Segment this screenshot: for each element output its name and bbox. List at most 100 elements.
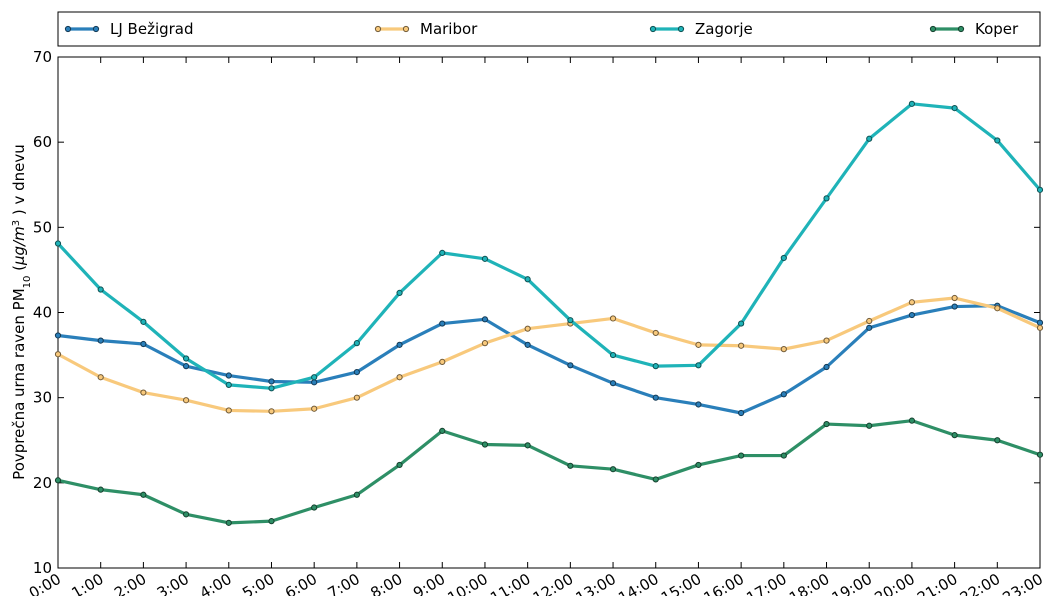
x-tick-label: 2:00 — [111, 570, 149, 596]
data-point — [951, 294, 958, 302]
x-tick-label: 18:00 — [786, 570, 832, 596]
data-point — [225, 381, 232, 388]
data-point — [695, 341, 702, 348]
data-point — [780, 391, 787, 398]
y-tick-label: 40 — [33, 304, 52, 322]
data-point — [54, 240, 62, 247]
data-point — [97, 486, 104, 493]
y-tick-label: 30 — [33, 389, 52, 407]
data-point — [311, 379, 318, 386]
data-point — [994, 137, 1001, 144]
data-point — [609, 466, 617, 473]
data-point — [439, 427, 446, 434]
data-point — [695, 461, 702, 469]
series-line — [57, 304, 1041, 415]
x-tick-label: 17:00 — [743, 570, 789, 596]
data-point — [353, 340, 360, 347]
data-point — [182, 355, 190, 362]
x-tick-label: 21:00 — [914, 570, 960, 596]
legend-marker — [649, 25, 657, 33]
data-point — [908, 100, 916, 107]
legend-marker — [677, 25, 685, 33]
data-point — [609, 351, 617, 359]
data-point — [1036, 451, 1044, 458]
series-line — [56, 102, 1042, 390]
x-tick-label: 19:00 — [829, 570, 875, 596]
data-point — [951, 303, 958, 310]
x-tick-label: 13:00 — [573, 570, 619, 596]
data-point — [524, 325, 531, 332]
data-point — [866, 324, 873, 331]
x-tick-label: 4:00 — [197, 570, 235, 596]
data-point — [140, 318, 147, 325]
x-tick-label: 22:00 — [957, 570, 1003, 596]
x-tick-label: 8:00 — [367, 570, 405, 596]
data-point — [396, 374, 403, 381]
data-point — [268, 378, 275, 385]
data-point — [524, 276, 531, 283]
data-point — [481, 255, 489, 262]
data-point — [908, 417, 916, 424]
data-point — [994, 437, 1001, 444]
data-point — [738, 409, 745, 417]
data-point — [439, 249, 446, 256]
series-line — [57, 419, 1041, 525]
data-point — [994, 305, 1001, 312]
data-point — [823, 363, 830, 371]
data-point — [311, 504, 318, 511]
x-tick-label: 16:00 — [701, 570, 747, 596]
x-tick-label: 14:00 — [615, 570, 661, 596]
y-tick-label: 20 — [33, 474, 52, 492]
data-point — [481, 340, 489, 347]
data-point — [481, 441, 489, 448]
legend-label: Koper — [975, 20, 1019, 38]
data-point — [1036, 324, 1044, 331]
data-point — [780, 346, 787, 353]
legend-marker — [957, 25, 965, 33]
data-point — [268, 518, 275, 525]
y-tick-label: 60 — [33, 133, 52, 151]
y-label-part: Povprečna urna raven PM — [10, 288, 28, 479]
data-point — [182, 363, 190, 370]
y-tick-label: 50 — [33, 218, 52, 236]
data-point — [439, 358, 446, 365]
data-point — [780, 254, 787, 262]
data-point — [823, 337, 830, 344]
data-point — [225, 519, 232, 526]
y-label-part: ( — [10, 265, 28, 276]
data-point — [140, 491, 147, 498]
data-point — [695, 401, 702, 408]
y-label-part: 3 — [11, 220, 22, 226]
series-line — [57, 296, 1041, 413]
data-point — [439, 320, 446, 327]
data-point — [866, 135, 873, 142]
data-point — [738, 342, 745, 349]
legend-marker — [92, 25, 100, 33]
x-tick-label: 3:00 — [154, 570, 192, 596]
data-point — [54, 351, 62, 358]
data-point — [268, 385, 275, 392]
x-tick-label: 5:00 — [239, 570, 277, 596]
data-point — [823, 420, 830, 428]
legend-marker — [929, 25, 937, 33]
data-point — [353, 394, 360, 401]
data-point — [609, 380, 617, 387]
y-label-part: ) v dnevu — [10, 144, 28, 220]
legend-label: Maribor — [420, 20, 478, 38]
data-point — [652, 394, 659, 401]
data-point — [567, 317, 574, 324]
data-point — [353, 491, 360, 498]
data-point — [481, 316, 489, 323]
data-point — [97, 286, 104, 293]
data-point — [54, 477, 62, 484]
data-point — [524, 442, 531, 449]
x-tick-label: 12:00 — [530, 570, 576, 596]
y-axis-label: Povprečna urna raven PM10 (μg/m3 ) v dne… — [10, 144, 33, 480]
data-point — [908, 311, 916, 319]
data-point — [97, 337, 104, 344]
y-label-part: 10 — [22, 276, 33, 289]
data-point — [1036, 186, 1044, 193]
y-tick-label: 10 — [33, 559, 52, 577]
x-tick-label: 20:00 — [871, 570, 917, 596]
